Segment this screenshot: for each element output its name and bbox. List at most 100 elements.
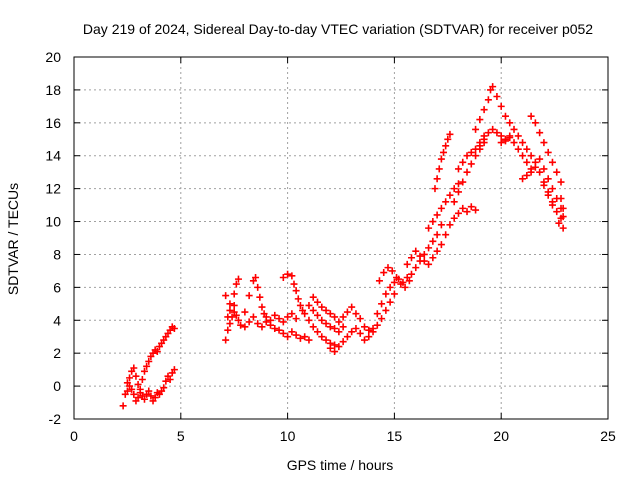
data-point [136,389,144,397]
data-point [318,333,326,341]
data-point [397,280,405,288]
data-point [296,334,304,342]
data-point [339,323,347,331]
data-point [380,269,388,277]
data-point [454,209,462,217]
data-point [149,397,157,405]
y-tick-label: 12 [45,181,61,197]
data-point [145,357,153,365]
data-point [309,293,317,301]
data-point [153,389,161,397]
data-point [232,311,240,319]
data-point [472,206,480,214]
y-tick-label: 4 [53,312,61,328]
plot-frame [73,56,609,420]
data-point [288,310,296,318]
data-point [382,290,390,298]
data-point [326,310,334,318]
data-point [433,247,441,255]
data-point [222,336,230,344]
data-point [352,325,360,332]
data-point [375,277,383,285]
data-point [403,260,411,268]
data-point [301,310,309,318]
data-point [241,308,249,316]
data-point [444,135,452,143]
data-point [331,313,339,321]
data-point [305,336,313,344]
data-point [318,303,326,311]
data-point [433,175,441,183]
data-point [119,402,127,410]
y-tick-label: 10 [45,214,61,230]
data-point [222,292,230,300]
x-tick-label: 25 [600,428,616,444]
data-point [234,316,242,324]
data-point [284,333,292,341]
data-point [378,300,386,308]
y-tick-label: 18 [45,82,61,98]
data-point [164,372,172,380]
data-point [553,208,561,216]
data-point [514,145,522,153]
data-point [322,336,330,344]
data-point [326,323,334,331]
data-point [501,137,509,145]
data-point [412,264,420,272]
data-point [245,292,253,300]
data-point [510,125,518,133]
data-point [553,195,561,203]
data-point [339,338,347,346]
data-point [279,329,287,337]
data-point [553,168,561,176]
data-point [454,188,462,196]
data-point [463,152,471,160]
data-point [519,175,527,183]
x-tick-label: 10 [280,428,296,444]
data-point [476,116,484,124]
data-point [230,290,238,298]
data-point [531,163,539,171]
data-point [256,293,264,301]
data-point [519,139,527,147]
data-point [484,129,492,137]
data-point [548,158,556,166]
data-point [373,321,381,329]
x-tick-label: 15 [387,428,403,444]
y-tick-label: 2 [53,345,61,361]
data-point [450,214,458,222]
data-point [536,168,544,176]
data-point [401,283,409,291]
data-point [454,180,462,188]
data-point [506,119,514,127]
data-point [480,106,488,114]
data-point [343,333,351,341]
data-point [360,336,368,344]
data-point [536,155,544,163]
data-point [254,320,262,328]
data-point [339,313,347,321]
data-point [431,185,439,193]
data-point [326,344,334,352]
data-point [237,321,245,329]
data-point [393,273,401,281]
data-point [143,390,151,398]
data-point [130,364,138,372]
data-point [412,247,420,255]
data-point [506,134,514,142]
data-point [226,300,234,308]
data-point [467,160,475,168]
data-point [429,237,437,245]
data-point [548,185,556,193]
y-tick-label: 0 [53,378,61,394]
data-point [335,343,343,351]
data-point [446,191,454,199]
data-point [435,165,443,173]
data-point [437,221,445,229]
data-point [386,298,394,306]
data-point [360,323,368,331]
data-point [153,348,161,356]
data-point [527,112,535,120]
data-point [224,313,232,321]
